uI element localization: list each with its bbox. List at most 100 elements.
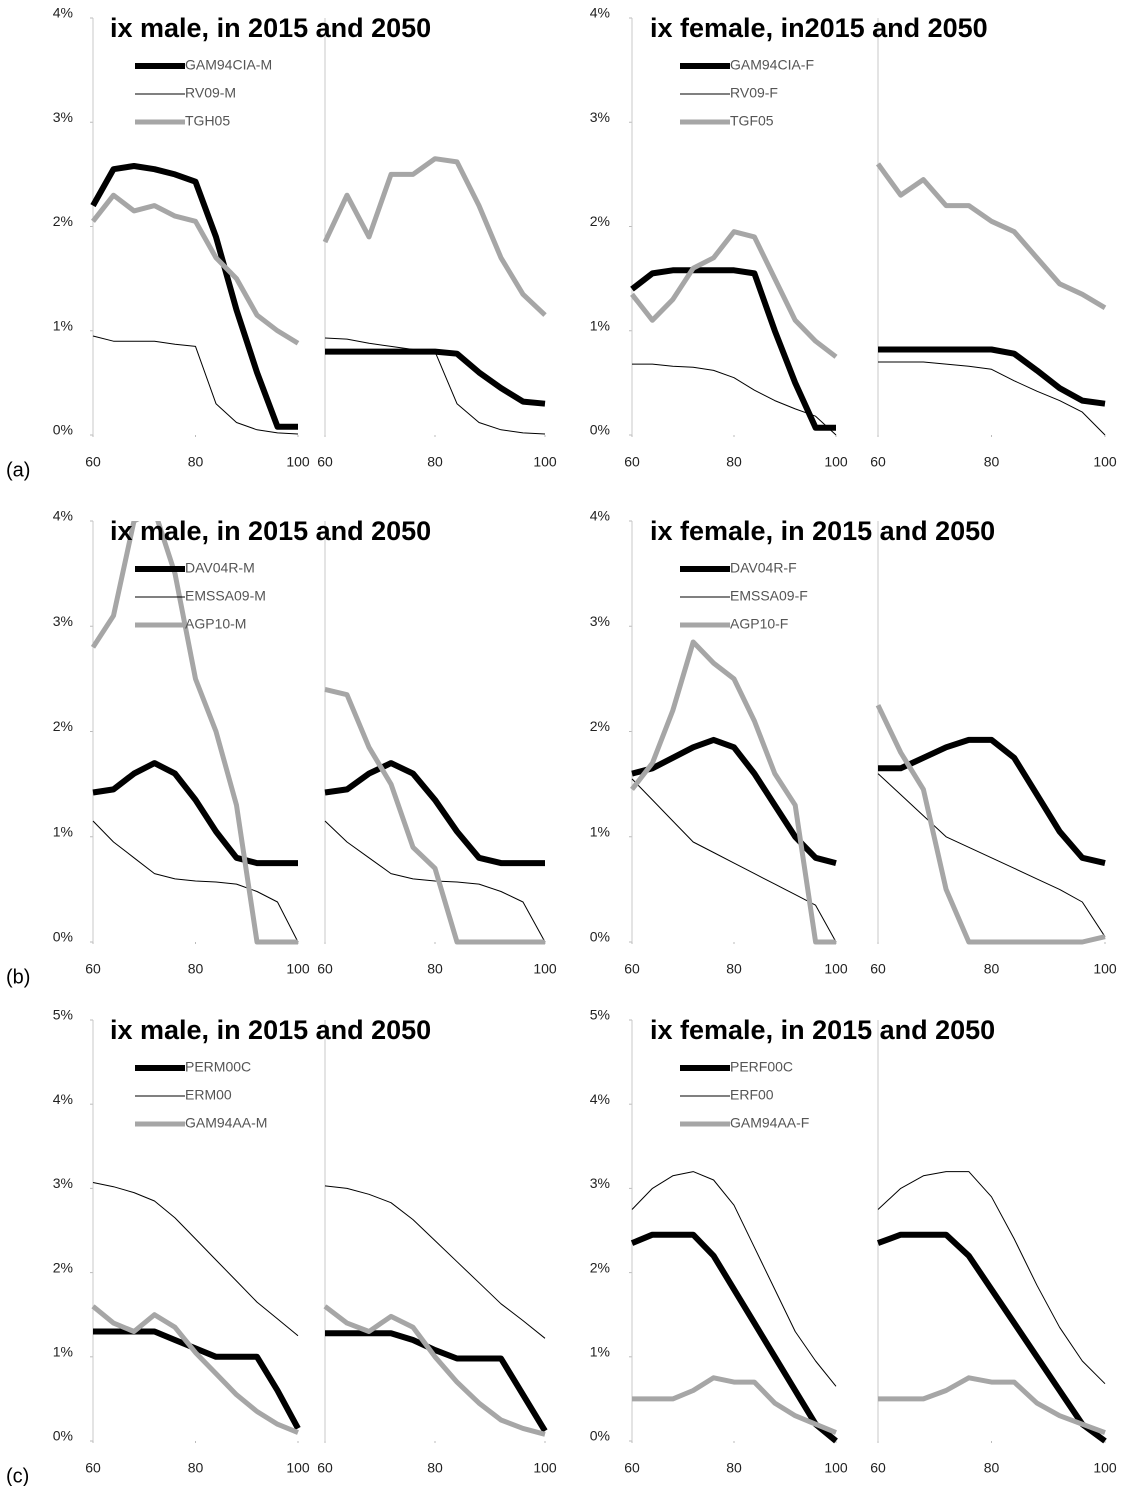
series-line <box>324 760 545 867</box>
y-tick-label: 1% <box>53 1344 73 1360</box>
x-tick-label: 80 <box>984 454 1000 470</box>
x-tick-label: 100 <box>533 1460 557 1476</box>
plot-area <box>630 639 837 945</box>
y-tick-label: 3% <box>53 109 73 125</box>
legend-label: DAV04R-F <box>730 560 797 576</box>
x-tick-label: 100 <box>1093 961 1117 977</box>
series-line <box>324 686 545 945</box>
x-tick-label: 60 <box>85 961 101 977</box>
chart-title: ix female, in 2015 and 2050 <box>650 1015 995 1045</box>
y-tick-label: 2% <box>590 718 610 734</box>
x-tick-label: 60 <box>317 961 333 977</box>
y-tick-label: 3% <box>53 613 73 629</box>
y-tick-label: 4% <box>590 1091 610 1107</box>
y-tick-label: 4% <box>53 5 73 21</box>
panel-label: (a) <box>6 459 30 481</box>
series-line <box>92 820 299 943</box>
series-line <box>878 346 1106 407</box>
y-tick-label: 5% <box>53 1007 73 1023</box>
series-line <box>92 1182 299 1337</box>
y-tick-label: 4% <box>590 5 610 21</box>
series-line <box>91 192 300 346</box>
plot-area <box>90 521 299 945</box>
legend-label: AGP10-F <box>730 616 788 632</box>
series-line <box>632 1375 837 1435</box>
plot-area <box>875 704 1106 945</box>
x-tick-label: 80 <box>984 1460 1000 1476</box>
y-tick-label: 3% <box>53 1175 73 1191</box>
chart-title: ix male, in 2015 and 2050 <box>110 13 431 43</box>
y-tick-label: 3% <box>590 109 610 125</box>
series-line <box>878 361 1106 436</box>
x-tick-label: 80 <box>726 961 742 977</box>
x-tick-label: 60 <box>85 454 101 470</box>
legend-label: GAM94AA-M <box>185 1115 267 1131</box>
series-line <box>92 760 298 867</box>
y-tick-label: 0% <box>590 929 610 945</box>
x-tick-label: 100 <box>533 961 557 977</box>
y-tick-label: 0% <box>53 929 73 945</box>
series-line <box>90 521 298 945</box>
y-tick-label: 3% <box>590 613 610 629</box>
series-line <box>631 1171 837 1387</box>
legend-label: TGH05 <box>185 113 230 129</box>
series-line <box>878 736 1106 867</box>
legend-label: PERF00C <box>730 1059 793 1075</box>
y-tick-label: 0% <box>53 422 73 438</box>
series-line <box>877 773 1106 937</box>
series-line <box>631 778 837 943</box>
x-tick-label: 100 <box>1093 454 1117 470</box>
legend-label: PERM00C <box>185 1059 251 1075</box>
chart-title: ix female, in 2015 and 2050 <box>650 516 995 546</box>
series-line <box>876 1231 1107 1444</box>
series-line <box>324 820 546 943</box>
series-line <box>91 1304 299 1435</box>
series-line <box>324 337 546 435</box>
series-line <box>631 736 837 867</box>
y-tick-label: 4% <box>53 508 73 524</box>
legend-label: RV09-M <box>185 85 236 101</box>
y-tick-label: 1% <box>590 1344 610 1360</box>
series-line <box>630 229 838 359</box>
panel-label: (b) <box>6 966 30 988</box>
y-tick-label: 1% <box>590 823 610 839</box>
legend-label: EMSSA09-F <box>730 588 808 604</box>
x-tick-label: 80 <box>427 961 443 977</box>
y-tick-label: 2% <box>590 213 610 229</box>
series-line <box>90 163 298 430</box>
x-tick-label: 80 <box>984 961 1000 977</box>
x-tick-label: 100 <box>533 454 557 470</box>
series-line <box>324 1185 546 1339</box>
x-tick-label: 80 <box>188 961 204 977</box>
x-tick-label: 100 <box>286 961 310 977</box>
legend-label: EMSSA09-M <box>185 588 266 604</box>
y-tick-label: 1% <box>53 317 73 333</box>
series-line <box>630 1231 838 1444</box>
legend-label: DAV04R-M <box>185 560 255 576</box>
series-line <box>878 1375 1106 1435</box>
legend-label: RV09-F <box>730 85 778 101</box>
x-tick-label: 80 <box>188 454 204 470</box>
y-tick-label: 2% <box>53 213 73 229</box>
y-tick-label: 0% <box>53 1428 73 1444</box>
x-tick-label: 60 <box>317 454 333 470</box>
y-tick-label: 1% <box>590 317 610 333</box>
plot-area <box>91 1182 301 1435</box>
x-tick-label: 60 <box>870 454 886 470</box>
y-tick-label: 4% <box>53 1091 73 1107</box>
y-tick-label: 0% <box>590 1428 610 1444</box>
x-tick-label: 100 <box>286 1460 310 1476</box>
plot-area <box>630 229 838 436</box>
x-tick-label: 60 <box>317 1460 333 1476</box>
x-tick-label: 60 <box>85 1460 101 1476</box>
series-line <box>632 363 837 436</box>
legend-label: ERM00 <box>185 1087 232 1103</box>
series-line <box>630 267 836 431</box>
y-tick-label: 1% <box>53 823 73 839</box>
x-tick-label: 100 <box>824 961 848 977</box>
x-tick-label: 100 <box>824 454 848 470</box>
series-line <box>875 704 1106 945</box>
x-tick-label: 80 <box>726 1460 742 1476</box>
y-tick-label: 2% <box>53 718 73 734</box>
plot-area <box>876 1171 1107 1444</box>
